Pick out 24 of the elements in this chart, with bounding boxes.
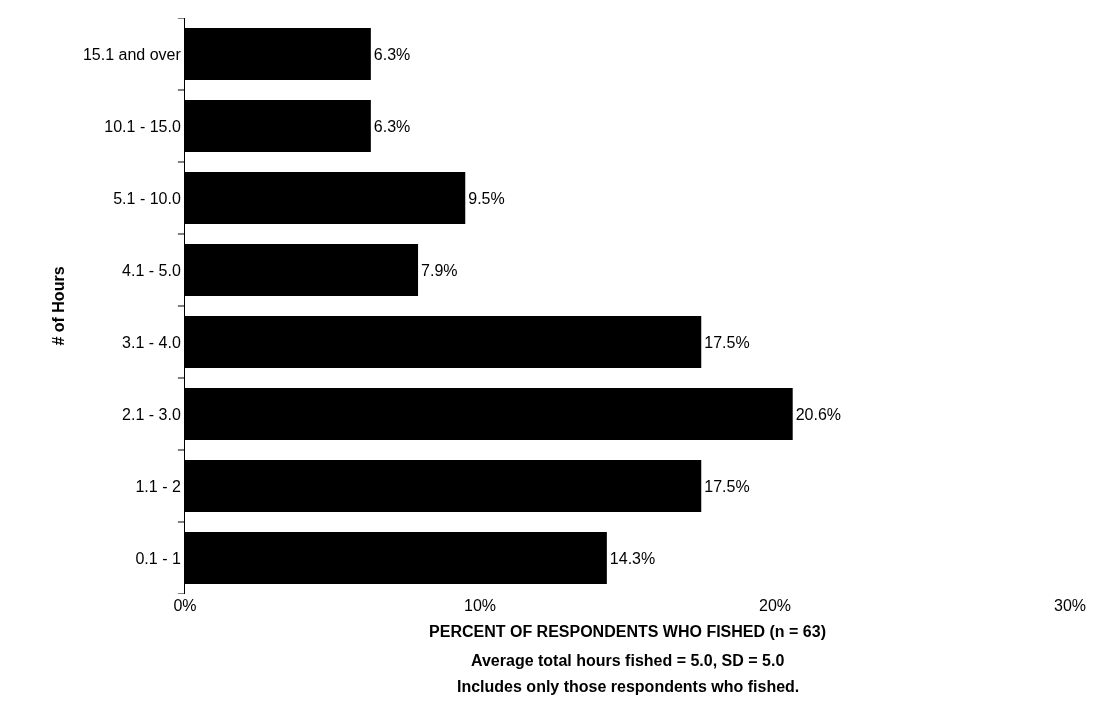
y-tick-label: 0.1 - 1 [135, 549, 181, 567]
y-tick-label: 5.1 - 10.0 [113, 189, 181, 207]
y-tick-label: 3.1 - 4.0 [122, 333, 181, 351]
data-label: 17.5% [704, 477, 750, 495]
data-label: 14.3% [609, 549, 656, 567]
x-axis-title: PERCENT OF RESPONDENTS WHO FISHED (n = 63) [429, 622, 826, 640]
data-label: 7.9% [421, 261, 458, 279]
y-tick-label: 1.1 - 2 [135, 477, 181, 495]
x-tick-label: 30% [1053, 597, 1087, 614]
data-label: 20.6% [795, 405, 842, 423]
y-tick-label: 4.1 - 5.0 [122, 261, 181, 279]
data-label: 17.5% [704, 333, 750, 351]
x-tick-label: 0% [173, 597, 197, 614]
y-tick-label: 2.1 - 3.0 [122, 405, 181, 423]
data-label: 6.3% [373, 45, 411, 63]
y-tick-label: 15.1 and over [82, 45, 182, 63]
data-label: 9.5% [468, 189, 505, 207]
data-label: 6.3% [373, 117, 411, 135]
x-tick-label: 10% [463, 597, 497, 614]
text: Includes only those respondents who fished. [457, 678, 800, 695]
text: Average total hours fished = 5.0, SD = 5.0 [471, 652, 785, 669]
y-tick-label: 10.1 - 15.0 [104, 117, 181, 135]
y-axis-title: # of Hours [49, 266, 67, 346]
x-tick-label: 20% [758, 597, 792, 614]
